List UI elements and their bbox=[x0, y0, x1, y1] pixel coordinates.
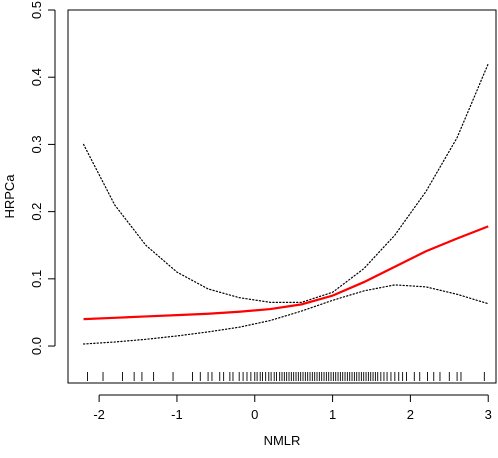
series-line-lower-ci bbox=[82, 284, 489, 345]
x-tick-label: 3 bbox=[485, 407, 492, 422]
x-tick-label: -1 bbox=[171, 407, 183, 422]
series-line-estimate bbox=[83, 225, 489, 321]
y-tick-label: 0.0 bbox=[29, 337, 44, 355]
axes-layer: -2 -1 0 1 2 3 0.0 0.1 0.2 0.3 0.4 0.5 bbox=[29, 1, 492, 422]
y-tick-label: 0.1 bbox=[29, 270, 44, 288]
x-tick-label: 1 bbox=[329, 407, 336, 422]
y-axis-label: HRPCa bbox=[2, 174, 17, 219]
plot-frame bbox=[67, 9, 497, 384]
x-tick-label: 0 bbox=[251, 407, 258, 422]
y-tick-label: 0.5 bbox=[29, 1, 44, 19]
lines-layer bbox=[82, 63, 489, 345]
x-tick-label: 2 bbox=[407, 407, 414, 422]
y-tick-label: 0.3 bbox=[29, 135, 44, 153]
series-line-upper-ci bbox=[82, 63, 489, 303]
y-tick-label: 0.2 bbox=[29, 203, 44, 221]
y-tick-label: 0.4 bbox=[29, 68, 44, 86]
rug-layer bbox=[87, 372, 485, 381]
x-tick-label: -2 bbox=[93, 407, 105, 422]
x-axis-label: NMLR bbox=[264, 433, 301, 448]
